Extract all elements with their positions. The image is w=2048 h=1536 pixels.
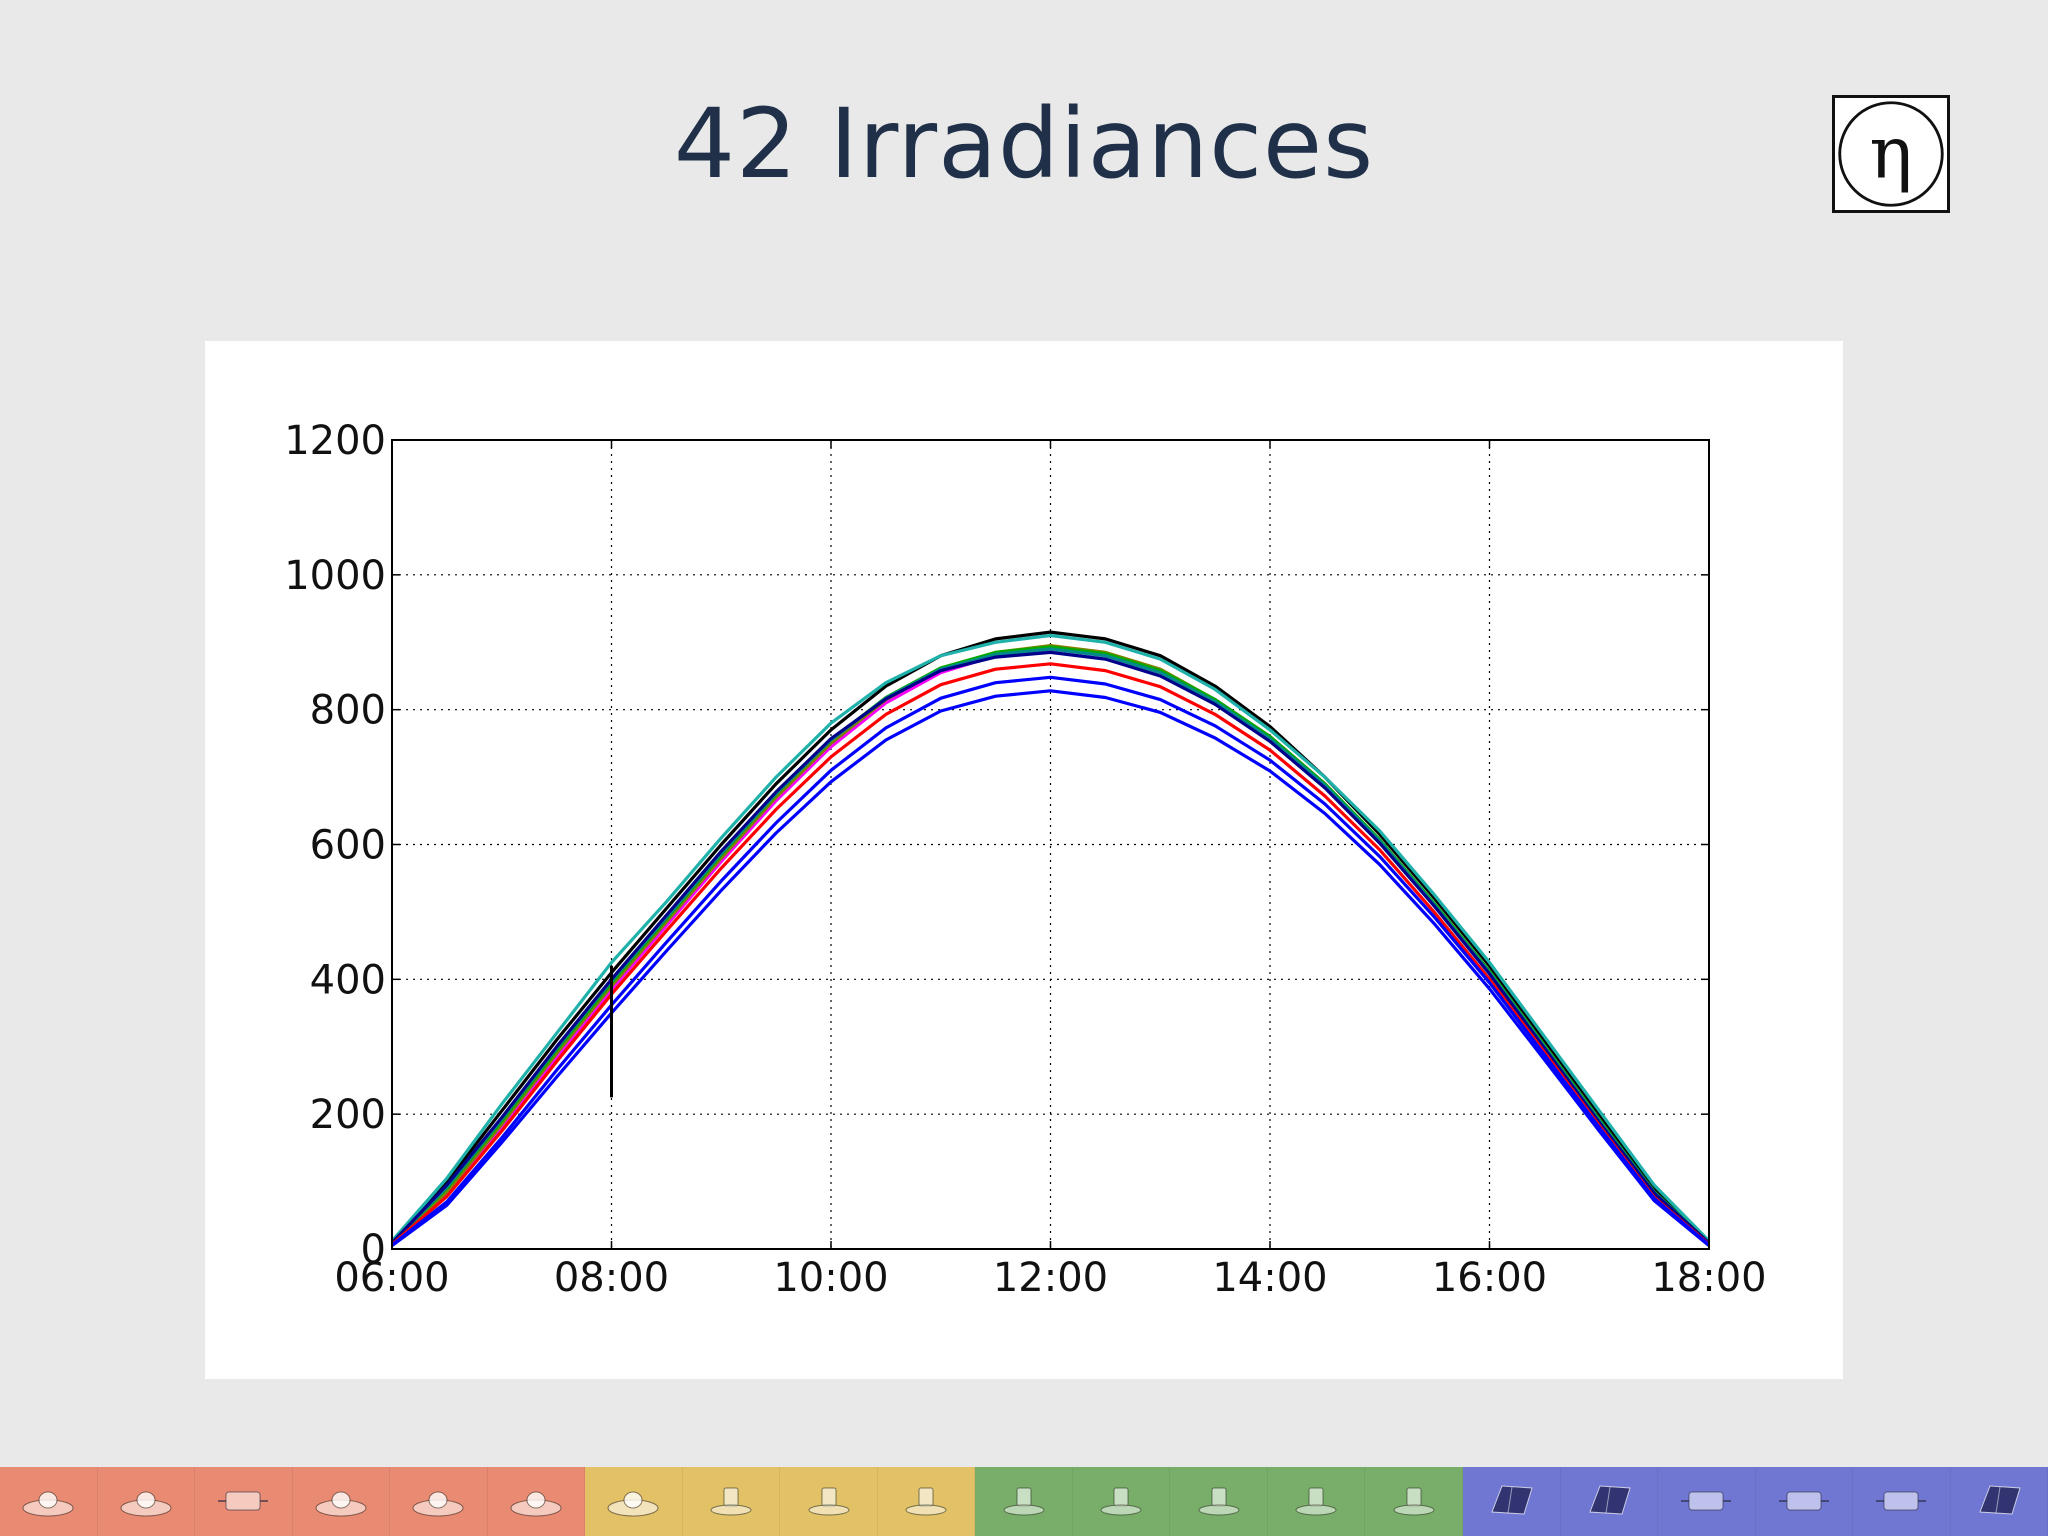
eta-logo: η	[1832, 95, 1950, 213]
sensor-thumbnail	[1560, 1467, 1659, 1536]
sensor-thumbnail	[780, 1467, 878, 1536]
sensor-thumbnail	[1462, 1467, 1561, 1536]
sensor-thumbnail-strip	[0, 1467, 2048, 1536]
slide-title: 42 Irradiances	[673, 88, 1375, 200]
sensor-device-icon	[1874, 1482, 1928, 1522]
sensor-thumbnail	[1658, 1467, 1756, 1536]
y-tick-label: 1200	[284, 418, 386, 464]
sensor-thumbnail	[682, 1467, 781, 1536]
sensor-thumbnail	[1267, 1467, 1366, 1536]
sensor-device-icon	[1679, 1482, 1733, 1522]
sensor-device-icon	[1484, 1482, 1538, 1522]
y-tick-label: 800	[310, 688, 386, 734]
sensor-thumbnail	[1365, 1467, 1463, 1536]
sensor-device-icon	[1289, 1482, 1343, 1522]
x-tick-label: 16:00	[1432, 1255, 1547, 1301]
sensor-thumbnail	[1170, 1467, 1268, 1536]
sensor-thumbnail	[1072, 1467, 1171, 1536]
sensor-device-icon	[119, 1482, 173, 1522]
irradiance-chart: 06:00 08:00 10:00 12:00 14:00 16:00 18:00 0 200…	[284, 418, 1767, 1301]
sensor-device-icon	[216, 1482, 270, 1522]
series-line	[390, 633, 1711, 1243]
y-tick-label: 400	[310, 957, 386, 1003]
sensor-device-icon	[1094, 1482, 1148, 1522]
sensor-thumbnail	[195, 1467, 293, 1536]
sensor-device-icon	[1972, 1482, 2026, 1522]
y-axis-ticks: 0 200 400 600 800 1000 1200	[284, 418, 1709, 1273]
x-tick-label: 14:00	[1212, 1255, 1327, 1301]
grid	[392, 440, 1709, 1249]
x-axis-ticks: 06:00 08:00 10:00 12:00 14:00 16:00 18:00	[334, 440, 1767, 1301]
sensor-thumbnail	[1853, 1467, 1951, 1536]
sensor-device-icon	[997, 1482, 1051, 1522]
sensor-device-icon	[1192, 1482, 1246, 1522]
sensor-device-icon	[1387, 1482, 1441, 1522]
x-tick-label: 08:00	[554, 1255, 669, 1301]
sensor-thumbnail	[390, 1467, 488, 1536]
sensor-thumbnail	[487, 1467, 586, 1536]
sensor-device-icon	[21, 1482, 75, 1522]
series-line	[390, 662, 1711, 1246]
sensor-device-icon	[802, 1482, 856, 1522]
logo-symbol: η	[1869, 112, 1912, 196]
y-tick-label: 1000	[284, 553, 386, 599]
sensor-thumbnail	[292, 1467, 391, 1536]
y-tick-label: 0	[361, 1227, 386, 1273]
sensor-device-icon	[411, 1482, 465, 1522]
sensor-device-icon	[1777, 1482, 1831, 1522]
sensor-device-icon	[509, 1482, 563, 1522]
sensor-thumbnail	[975, 1467, 1073, 1536]
sensor-device-icon	[606, 1482, 660, 1522]
x-tick-label: 10:00	[773, 1255, 888, 1301]
sensor-thumbnail	[1950, 1467, 2048, 1536]
sensor-thumbnail	[585, 1467, 683, 1536]
sensor-device-icon	[899, 1482, 953, 1522]
y-tick-label: 200	[310, 1092, 386, 1138]
sensor-thumbnail	[0, 1467, 98, 1536]
sensor-thumbnail	[877, 1467, 976, 1536]
chart-panel: 06:00 08:00 10:00 12:00 14:00 16:00 18:00 0 200…	[205, 341, 1843, 1379]
x-tick-label: 06:00	[334, 1255, 449, 1301]
sensor-device-icon	[314, 1482, 368, 1522]
x-tick-label: 12:00	[993, 1255, 1108, 1301]
x-tick-label: 18:00	[1651, 1255, 1766, 1301]
sensor-thumbnail	[97, 1467, 196, 1536]
y-tick-label: 600	[310, 823, 386, 869]
sensor-device-icon	[1582, 1482, 1636, 1522]
sensor-thumbnail	[1755, 1467, 1854, 1536]
sensor-device-icon	[704, 1482, 758, 1522]
